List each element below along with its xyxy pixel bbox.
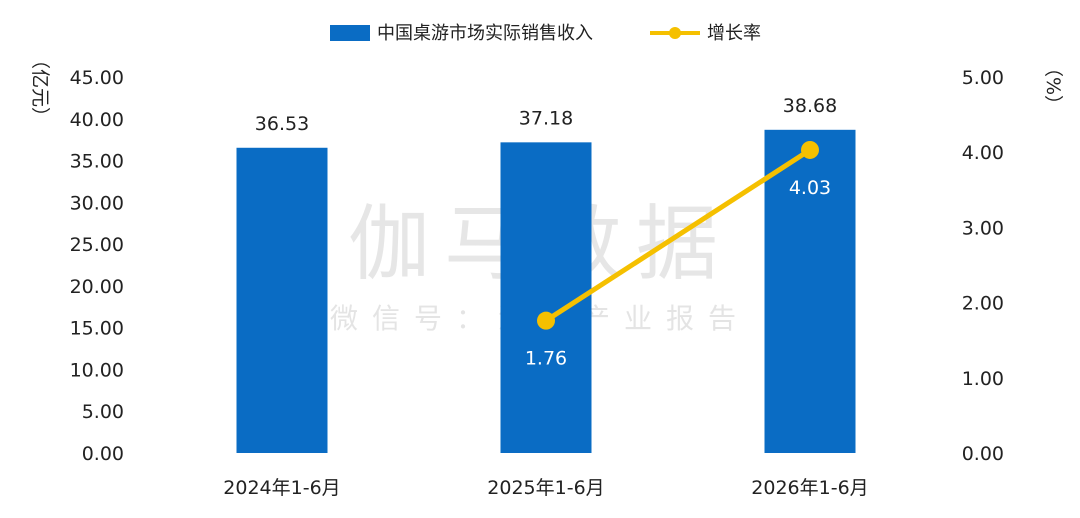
legend-bar-label: 中国桌游市场实际销售收入 — [377, 23, 593, 44]
right-tick-label: 2.00 — [962, 293, 1004, 315]
right-tick-label: 0.00 — [962, 443, 1004, 465]
right-tick-label: 4.00 — [962, 142, 1004, 164]
bar-value-label: 38.68 — [783, 95, 837, 117]
growth-value-label: 1.76 — [525, 348, 567, 370]
growth-line-series: 1.76 4.03 — [525, 140, 831, 370]
left-tick-label: 20.00 — [70, 276, 124, 298]
growth-point — [801, 140, 819, 159]
growth-line — [544, 147, 812, 323]
growth-value-label: 4.03 — [789, 177, 831, 199]
legend-bar-swatch — [330, 25, 370, 41]
growth-point — [537, 311, 555, 330]
left-axis: 0.00 5.00 10.00 15.00 20.00 25.00 30.00 35.00 40… — [70, 67, 124, 465]
left-tick-label: 45.00 — [70, 67, 124, 89]
left-tick-label: 15.00 — [70, 318, 124, 340]
right-axis-title: （%） — [1042, 58, 1064, 114]
right-tick-label: 1.00 — [962, 368, 1004, 390]
left-tick-label: 5.00 — [82, 401, 124, 423]
legend-line-marker — [669, 27, 681, 39]
x-axis: 2024年1-6月 2025年1-6月 2026年1-6月 — [223, 477, 868, 499]
legend: 中国桌游市场实际销售收入 增长率 — [330, 23, 761, 44]
left-axis-unit: （亿元） — [29, 50, 51, 126]
left-tick-label: 40.00 — [70, 109, 124, 131]
bar-value-label: 37.18 — [519, 107, 573, 129]
right-axis: 0.00 1.00 2.00 3.00 4.00 5.00 — [962, 67, 1004, 465]
bar — [764, 129, 856, 453]
right-tick-label: 5.00 — [962, 67, 1004, 89]
x-tick-label: 2026年1-6月 — [751, 477, 868, 499]
left-tick-label: 35.00 — [70, 151, 124, 173]
bar-series: 36.53 37.18 38.68 — [236, 95, 856, 454]
left-tick-label: 10.00 — [70, 359, 124, 381]
right-axis-unit: （%） — [1042, 58, 1064, 114]
right-tick-label: 3.00 — [962, 217, 1004, 239]
bar-value-label: 36.53 — [255, 113, 309, 135]
x-tick-label: 2025年1-6月 — [487, 477, 604, 499]
left-tick-label: 25.00 — [70, 234, 124, 256]
x-tick-label: 2024年1-6月 — [223, 477, 340, 499]
left-tick-label: 0.00 — [82, 443, 124, 465]
left-tick-label: 30.00 — [70, 192, 124, 214]
bar — [500, 142, 592, 453]
legend-line-label: 增长率 — [707, 23, 761, 44]
left-axis-title: （亿元） — [29, 50, 51, 126]
bar — [236, 147, 328, 454]
